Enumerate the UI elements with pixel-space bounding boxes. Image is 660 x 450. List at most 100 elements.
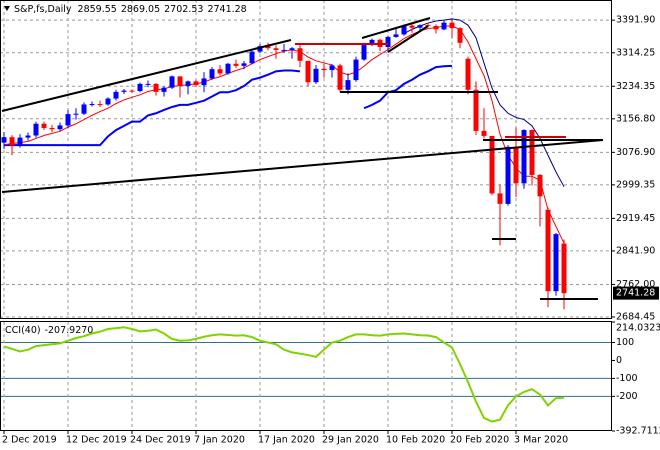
candle-body	[409, 25, 415, 28]
candle-body	[481, 130, 487, 136]
candle-body	[457, 28, 463, 43]
candle-body	[537, 174, 543, 197]
x-tick-label: 20 Feb 2020	[450, 435, 509, 446]
candle-body	[505, 146, 511, 204]
header-icon	[4, 6, 10, 11]
candle-body	[193, 81, 199, 86]
candle-body	[553, 234, 559, 292]
candle-body	[449, 22, 455, 29]
candle-body	[73, 113, 79, 115]
candle-body	[121, 90, 127, 92]
candle-body	[153, 83, 159, 92]
candle-body	[329, 65, 335, 71]
candle-body	[425, 25, 431, 27]
candle-body	[209, 69, 215, 79]
channel-line	[361, 17, 431, 39]
last-price-box	[613, 286, 659, 300]
x-tick-label: 2 Dec 2019	[2, 435, 57, 446]
cci-tick-label: -100	[616, 373, 638, 384]
candle-body	[65, 114, 71, 126]
candle-body	[337, 65, 343, 90]
cci-tick-label: 0	[616, 355, 622, 366]
candle-body	[177, 76, 183, 87]
cci-header: CCI(40) -207.9270	[5, 325, 93, 336]
candle-body	[97, 104, 103, 106]
candle-body	[385, 36, 391, 47]
candle-body	[225, 63, 231, 74]
candle-body	[233, 63, 239, 66]
candle-body	[489, 135, 495, 194]
candle-body	[81, 104, 87, 114]
moving-average	[403, 18, 565, 187]
candle-body	[369, 39, 375, 45]
y-tick-label: 2999.35	[616, 179, 655, 190]
y-tick-label: 3234.35	[616, 81, 655, 92]
last-close: 2741.28	[207, 4, 246, 15]
cci-tick-label: 214.0323	[616, 323, 660, 334]
y-tick-label: 2841.90	[616, 245, 655, 256]
main-panel-frame	[0, 0, 612, 319]
candle-body	[497, 193, 503, 204]
candle-body	[401, 25, 407, 35]
candle-body	[529, 130, 535, 175]
candle-body	[25, 135, 31, 138]
candle-body	[241, 63, 247, 66]
candle-body	[217, 69, 223, 74]
last-high: 2869.05	[121, 4, 160, 15]
x-tick-label: 29 Jan 2020	[322, 435, 379, 446]
candle-body	[137, 83, 143, 92]
y-tick-label: 3076.90	[616, 147, 655, 158]
cci-tick-label: -392.7112	[616, 426, 660, 437]
moving-average	[3, 25, 565, 244]
moving-average	[4, 64, 453, 147]
last-price-label: 2741.28	[616, 288, 655, 299]
candle-body	[433, 26, 439, 30]
y-tick-label: 2684.45	[616, 311, 655, 322]
candle-body	[297, 48, 303, 61]
candle-body	[265, 46, 271, 49]
candle-body	[441, 22, 447, 30]
candle-body	[353, 59, 359, 81]
candle-body	[17, 137, 23, 146]
candle-body	[129, 90, 135, 92]
candle-body	[33, 123, 39, 136]
grid-layer	[0, 0, 612, 431]
trend-line	[1, 139, 604, 193]
candle-body	[257, 46, 263, 52]
candle-body	[417, 25, 423, 28]
candle-body	[305, 60, 311, 83]
candle-body	[289, 48, 295, 50]
chart-header: S&P,fs,Daily 2859.55 2869.05 2702.53 2741.28	[14, 4, 247, 15]
candle-body	[521, 130, 527, 184]
candle-body	[41, 123, 47, 128]
marks-layer	[1, 18, 567, 423]
chart-title: S&P,fs,Daily	[14, 4, 72, 15]
candle-body	[465, 58, 471, 90]
channel-line	[387, 25, 429, 53]
y-tick-label: 2919.45	[616, 213, 655, 224]
candle-body	[57, 125, 63, 130]
drawings-layer	[1, 17, 604, 300]
candle-body	[1, 137, 7, 143]
candle-body	[161, 87, 167, 92]
candle-body	[9, 137, 15, 146]
candle-body	[49, 127, 55, 130]
candle-body	[169, 76, 175, 88]
x-tick-label: 7 Jan 2020	[194, 435, 245, 446]
candle-body	[361, 44, 367, 60]
y-tick-label: 2762.00	[616, 279, 655, 290]
cci-name: CCI(40)	[5, 325, 41, 336]
candle-body	[473, 89, 479, 131]
trend-line	[1, 39, 292, 112]
cci-panel-frame	[0, 321, 612, 431]
candle-body	[145, 83, 151, 85]
x-tick-label: 3 Mar 2020	[514, 435, 568, 446]
x-tick-label: 12 Dec 2019	[66, 435, 127, 446]
candle-body	[185, 81, 191, 87]
candle-body	[281, 49, 287, 51]
x-tick-label: 24 Dec 2019	[130, 435, 191, 446]
y-tick-label: 3156.80	[616, 113, 655, 124]
x-tick-label: 10 Feb 2020	[386, 435, 445, 446]
